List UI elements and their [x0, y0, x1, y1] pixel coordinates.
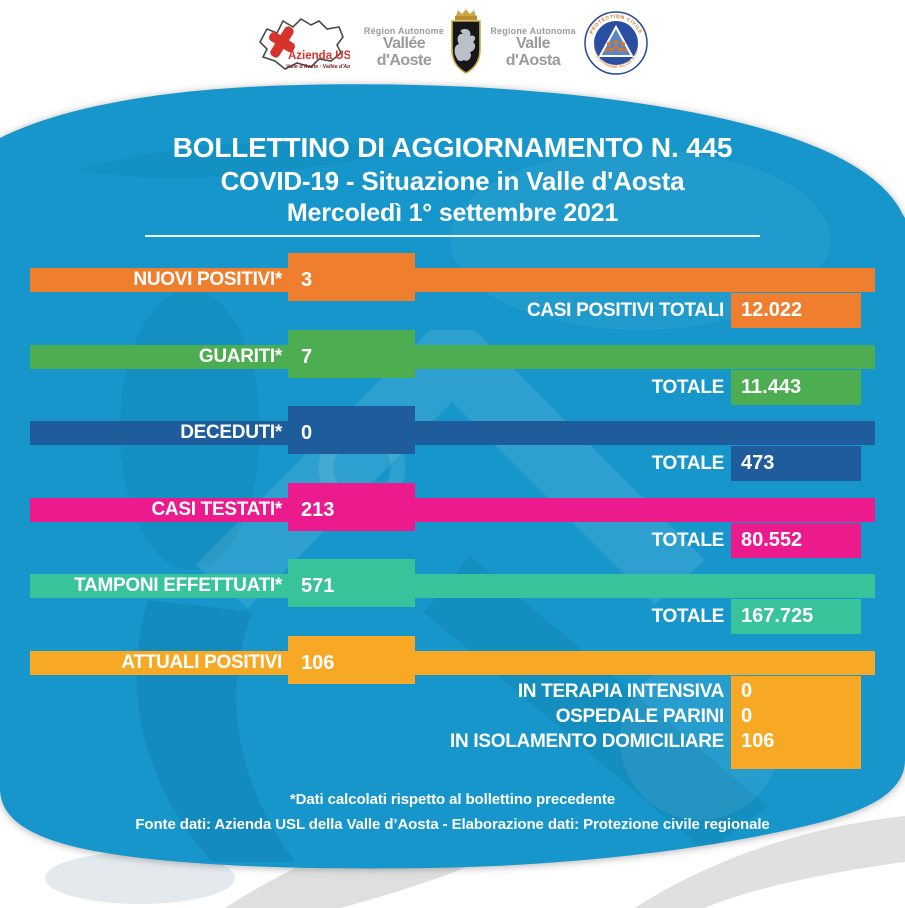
stat-value: 106 [301, 652, 335, 674]
total-value-block [731, 370, 861, 405]
total-label: TOTALE [651, 606, 725, 627]
usl-logo-subtitle: Valle d'Aoste · Vallée d'Aoste [286, 64, 350, 70]
breakdown-value: 0 [741, 680, 753, 702]
total-value: 80.552 [741, 529, 803, 551]
stat-label: TAMPONI EFFETTUATI* [74, 575, 282, 596]
stat-bar [30, 574, 875, 598]
breakdown-label: IN ISOLAMENTO DOMICILIARE [450, 731, 724, 752]
azienda-usl-logo: Azienda USL Valle d'Aoste · Vallée d'Aos… [259, 17, 350, 70]
valle-daosta-map-outline [259, 17, 344, 70]
title-divider [145, 235, 760, 237]
stat-label: GUARITI* [198, 346, 282, 367]
breakdown-value: 0 [741, 705, 753, 727]
lion-rampant-icon [454, 28, 476, 62]
title-line2: COVID-19 - Situazione in Valle d'Aosta [220, 166, 685, 196]
stat-value: 571 [301, 575, 335, 597]
stat-value: 3 [301, 269, 313, 291]
crown-icon [455, 8, 477, 20]
pc-people-icons [604, 39, 628, 53]
stat-value-tab [288, 253, 415, 301]
breakdown-value: 106 [741, 730, 775, 752]
region-autonome-fr: Région Autonome Vallée d'Aoste [358, 26, 450, 70]
stat-value-tab [288, 636, 415, 684]
total-value-block [731, 523, 861, 558]
title-line1: BOLLETTINO DI AGGIORNAMENTO N. 445 [172, 132, 733, 163]
stat-value: 213 [301, 499, 335, 521]
total-value-block [731, 446, 861, 481]
footnote: *Dati calcolati rispetto al bollettino p… [289, 791, 616, 808]
protezione-civile-logo: PROTECTION CIVILE RÉGION AUTONOME VALLÉE… [583, 10, 648, 75]
breakdown-value-block [731, 676, 861, 769]
total-label: TOTALE [651, 453, 725, 474]
title-date: Mercoledì 1° settembre 2021 [286, 199, 619, 227]
stat-label: NUOVI POSITIVI* [133, 269, 282, 290]
stat-label: CASI TESTATI* [151, 499, 282, 520]
breakdown-label: OSPEDALE PARINI [555, 706, 725, 727]
total-label: TOTALE [651, 377, 725, 398]
red-cross-icon [268, 26, 296, 58]
regione-autonoma-it: Regione Autonoma Valle d'Aosta [487, 26, 579, 70]
stat-value: 7 [301, 346, 313, 368]
usl-logo-title: Azienda USL [288, 50, 350, 62]
total-label: CASI POSITIVI TOTALI [526, 300, 724, 321]
stat-bar [30, 345, 875, 369]
stat-label: DECEDUTI* [180, 422, 282, 443]
total-value-block [731, 599, 861, 634]
stat-value-tab [288, 406, 415, 454]
region-fr-line2: Vallée d'Aoste [376, 35, 432, 70]
stat-bar [30, 498, 875, 522]
breakdown-row-terapia-intensiva: IN TERAPIA INTENSIVA 0 [0, 679, 905, 704]
attuali-positivi-breakdown: IN TERAPIA INTENSIVA 0 OSPEDALE PARINI 0… [0, 679, 905, 754]
total-label: TOTALE [651, 530, 725, 551]
stat-bar [30, 268, 875, 292]
stat-value-tab [288, 483, 415, 531]
total-value: 12.022 [741, 299, 803, 321]
valle-daosta-coat-of-arms [451, 8, 481, 74]
stat-value: 0 [301, 422, 313, 444]
data-source: Fonte dati: Azienda USL della Valle d’Ao… [135, 816, 770, 833]
region-fr-line1: Région Autonome [363, 26, 445, 36]
stat-label: ATTUALI POSITIVI [121, 652, 282, 673]
breakdown-row-ospedale-parini: OSPEDALE PARINI 0 [0, 704, 905, 729]
header-logos: Azienda USL Valle d'Aoste · Vallée d'Aos… [0, 0, 905, 86]
stat-bar [30, 651, 875, 675]
total-value: 167.725 [741, 605, 814, 627]
region-it-line2: Valle d'Aosta [505, 35, 561, 70]
total-value: 11.443 [741, 376, 802, 398]
stat-value-tab [288, 330, 415, 378]
stat-value-tab [288, 559, 415, 607]
total-value-block [731, 293, 861, 328]
total-value: 473 [741, 452, 775, 474]
breakdown-label: IN TERAPIA INTENSIVA [517, 681, 724, 702]
breakdown-row-isolamento-domiciliare: IN ISOLAMENTO DOMICILIARE 106 [0, 729, 905, 754]
stat-bar [30, 421, 875, 445]
region-it-line1: Regione Autonoma [490, 26, 576, 36]
